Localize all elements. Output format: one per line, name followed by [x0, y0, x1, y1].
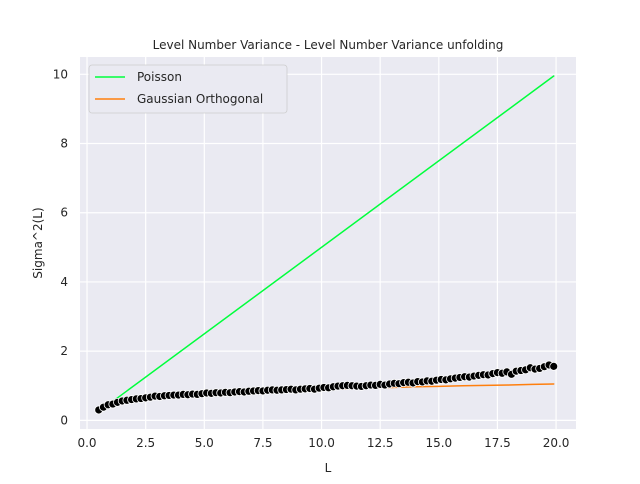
- legend: Poisson Gaussian Orthogonal: [88, 64, 288, 114]
- legend-label-gaussian-orthogonal: Gaussian Orthogonal: [137, 92, 263, 106]
- legend-box: [88, 64, 288, 114]
- x-axis-label: L: [325, 461, 332, 475]
- y-axis-label: Sigma^2(L): [31, 207, 45, 278]
- data-point: [549, 361, 559, 371]
- chart-title: Level Number Variance - Level Number Var…: [153, 38, 504, 52]
- y-tick-label: 6: [60, 206, 68, 220]
- y-axis: 0 2 4 6 8 10: [53, 67, 68, 427]
- series-line-poisson: [98, 75, 555, 413]
- x-tick-label: 7.5: [253, 436, 272, 450]
- y-tick-label: 4: [60, 275, 68, 289]
- y-tick-label: 0: [60, 413, 68, 427]
- x-tick-label: 15.0: [425, 436, 452, 450]
- y-tick-label: 8: [60, 137, 68, 151]
- y-tick-label: 10: [53, 67, 68, 81]
- x-tick-label: 12.5: [367, 436, 394, 450]
- x-tick-label: 17.5: [484, 436, 511, 450]
- x-tick-label: 2.5: [136, 436, 155, 450]
- scatter-layer: [94, 360, 559, 415]
- y-tick-label: 2: [60, 344, 68, 358]
- x-tick-label: 0.0: [77, 436, 96, 450]
- x-axis: 0.0 2.5 5.0 7.5 10.0 12.5 15.0 17.5 20.0: [77, 436, 569, 450]
- x-tick-label: 20.0: [543, 436, 570, 450]
- legend-label-poisson: Poisson: [137, 70, 182, 84]
- x-tick-label: 5.0: [195, 436, 214, 450]
- grid-layer: [80, 57, 576, 429]
- x-tick-label: 10.0: [308, 436, 335, 450]
